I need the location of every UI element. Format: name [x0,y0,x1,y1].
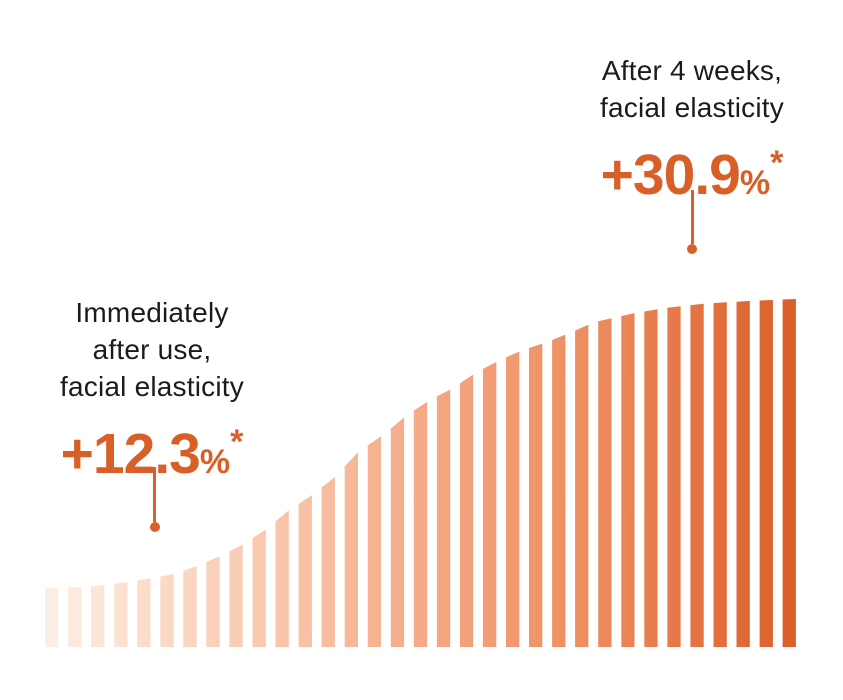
bar-stripe [529,343,543,647]
bar-stripe [160,573,174,647]
bar-stripe [91,585,105,647]
immediate-value: +12.3 [60,422,201,486]
annotation-immediate-line-1: Immediately [75,297,229,328]
bar-stripe [482,362,497,647]
bar-stripe [413,401,428,647]
bar-stripe [598,318,612,647]
bar-stripe [736,300,750,647]
connector-line-immediate [153,467,156,522]
after-4-weeks-line-2: facial elasticity [600,92,784,123]
bar-stripe [275,510,289,647]
bar-stripe [137,578,151,647]
bar-stripe [114,582,128,647]
annotation-after-4-weeks-value-line: +30.9%* [552,134,832,212]
bar-stripe [206,556,220,647]
bar-stripe [506,351,520,647]
bar-stripe [390,417,405,647]
connector-dot-immediate [150,522,160,532]
bar-stripe [45,587,59,647]
immediate-footnote-asterisk: * [230,423,244,461]
bar-stripe [552,334,566,647]
bar-stripe [344,452,358,647]
bar-stripe [68,587,82,647]
bar-stripe [321,477,335,647]
after-4-weeks-value: +30.9 [600,143,741,207]
annotation-after-4-weeks: After 4 weeks, facial elasticity +30.9%* [552,52,832,212]
after-4-weeks-footnote-asterisk: * [770,144,784,182]
bar-stripe [436,389,451,647]
bar-stripe [459,374,474,647]
after-4-weeks-line-1: After 4 weeks, [601,55,783,86]
bar-stripe [229,544,243,647]
bar-stripe [298,495,312,647]
annotation-immediate-line-3: facial elasticity [60,371,244,402]
bar-stripe [713,302,727,647]
annotation-immediate: Immediately after use, facial elasticity… [32,294,272,491]
bar-stripe [183,566,197,647]
bar-stripe [575,324,589,647]
bar-stripe [782,299,796,647]
bar-stripe [690,303,704,647]
bar-stripe [621,313,635,647]
connector-dot-after-4-weeks [687,244,697,254]
bar-stripe [667,306,681,647]
bar-stripe [252,529,266,647]
bar-stripe [759,299,773,647]
immediate-percent-sign: % [199,443,231,481]
bar-stripe [367,436,381,647]
annotation-immediate-value-line: +12.3%* [32,413,272,491]
bar-stripe [644,309,658,647]
connector-line-after-4-weeks [691,190,694,244]
after-4-weeks-percent-sign: % [739,164,771,202]
annotation-immediate-line-2: after use, [92,334,212,365]
